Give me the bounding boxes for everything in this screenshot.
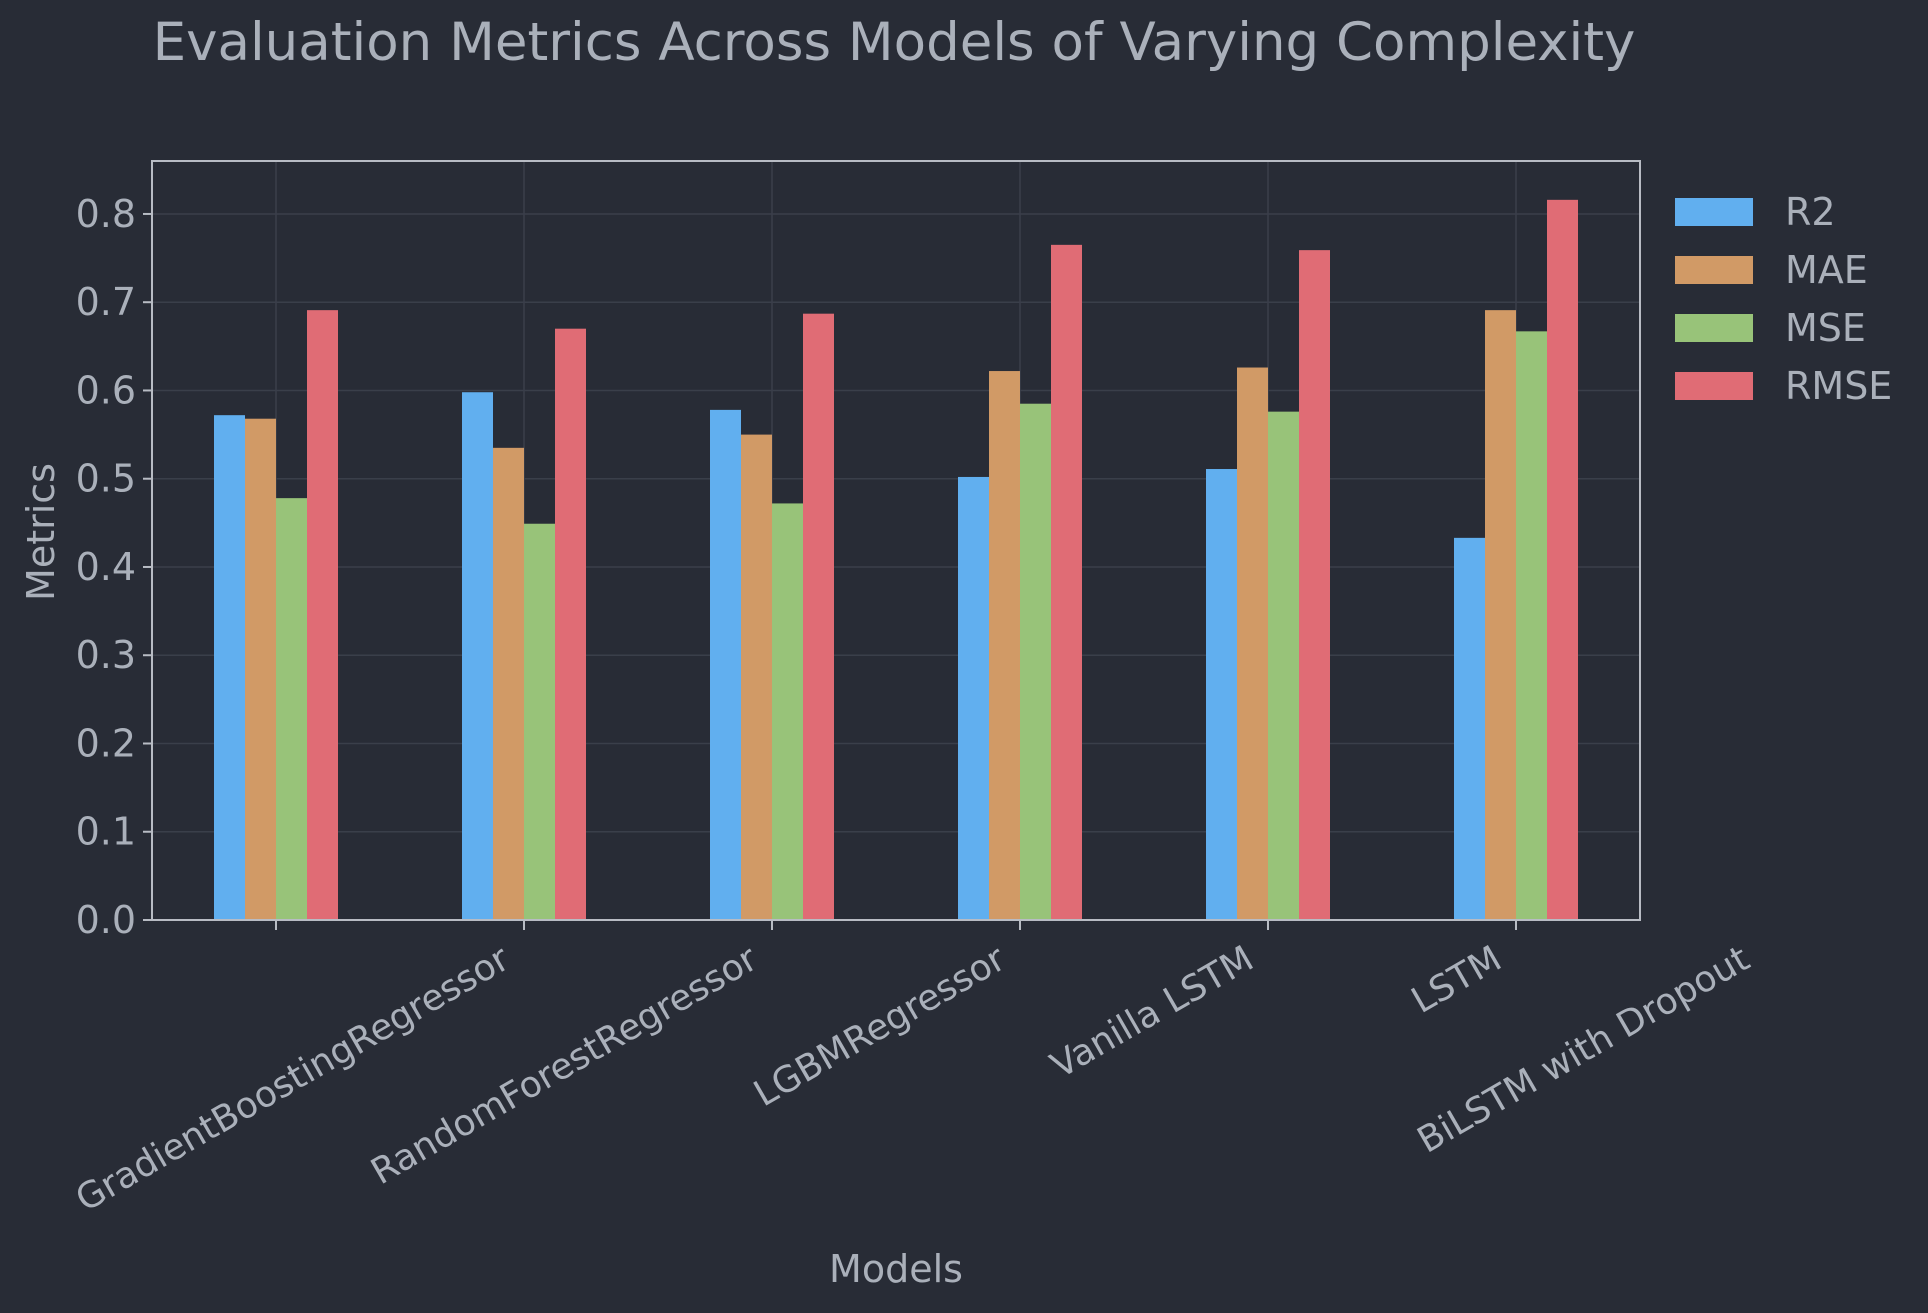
- legend-swatch-mae: [1675, 256, 1753, 284]
- bar-mae-1: [493, 447, 524, 920]
- bar-mae-0: [245, 418, 276, 920]
- bar-r2-3: [958, 476, 989, 920]
- y-tick-label: 0.4: [76, 545, 136, 589]
- x-tick-label: LGBMRegressor: [747, 938, 1012, 1115]
- x-tick-label: Vanilla LSTM: [1044, 938, 1260, 1087]
- bar-r2-0: [214, 415, 245, 920]
- bars: [214, 199, 1578, 920]
- x-tick-label: GradientBoostingRegressor: [69, 938, 517, 1220]
- bar-mae-4: [1237, 367, 1268, 920]
- plot-frame: [151, 160, 1641, 921]
- x-tick-label: RandomForestRegressor: [364, 938, 764, 1193]
- legend-label-mse: MSE: [1785, 306, 1866, 350]
- bar-rmse-3: [1051, 244, 1082, 920]
- bar-rmse-2: [803, 313, 834, 920]
- legend-swatch-mse: [1675, 314, 1753, 342]
- bar-mse-2: [772, 503, 803, 920]
- y-tick-label: 0.0: [76, 898, 136, 942]
- bar-r2-1: [462, 392, 493, 920]
- bar-r2-5: [1454, 537, 1485, 920]
- bar-rmse-1: [555, 328, 586, 920]
- bar-mse-3: [1020, 403, 1051, 920]
- bar-r2-4: [1206, 469, 1237, 920]
- grid-lines: [152, 161, 1640, 921]
- y-tick-label: 0.8: [76, 192, 136, 236]
- legend: R2 MAE MSE RMSE: [1675, 190, 1892, 408]
- y-axis-label: Metrics: [19, 463, 63, 601]
- y-tick-label: 0.6: [76, 368, 136, 412]
- bar-mse-5: [1516, 331, 1547, 920]
- bar-rmse-5: [1547, 199, 1578, 920]
- chart-title: Evaluation Metrics Across Models of Vary…: [153, 12, 1636, 73]
- y-tick-label: 0.1: [76, 810, 136, 854]
- bar-mse-4: [1268, 411, 1299, 920]
- x-tick-label: LSTM: [1405, 938, 1509, 1021]
- y-tick-label: 0.5: [76, 457, 136, 501]
- y-tick-label: 0.2: [76, 721, 136, 765]
- legend-label-rmse: RMSE: [1785, 364, 1892, 408]
- bar-rmse-0: [307, 310, 338, 920]
- bar-rmse-4: [1299, 250, 1330, 920]
- bar-mae-5: [1485, 310, 1516, 920]
- y-tick-label: 0.3: [76, 633, 136, 677]
- legend-swatch-r2: [1675, 198, 1753, 226]
- bar-mae-2: [741, 434, 772, 920]
- x-axis-label: Models: [829, 1247, 963, 1291]
- bar-mse-0: [276, 498, 307, 920]
- legend-label-mae: MAE: [1785, 248, 1868, 292]
- bar-mse-1: [524, 523, 555, 920]
- bar-r2-2: [710, 409, 741, 920]
- x-axis: GradientBoostingRegressorRandomForestReg…: [69, 920, 1757, 1220]
- y-axis: 0.0 0.1 0.2 0.3 0.4 0.5 0.6 0.7 0.8: [76, 192, 152, 942]
- legend-swatch-rmse: [1675, 372, 1753, 400]
- bar-mae-3: [989, 371, 1020, 920]
- y-tick-label: 0.7: [76, 280, 136, 324]
- legend-label-r2: R2: [1785, 190, 1836, 234]
